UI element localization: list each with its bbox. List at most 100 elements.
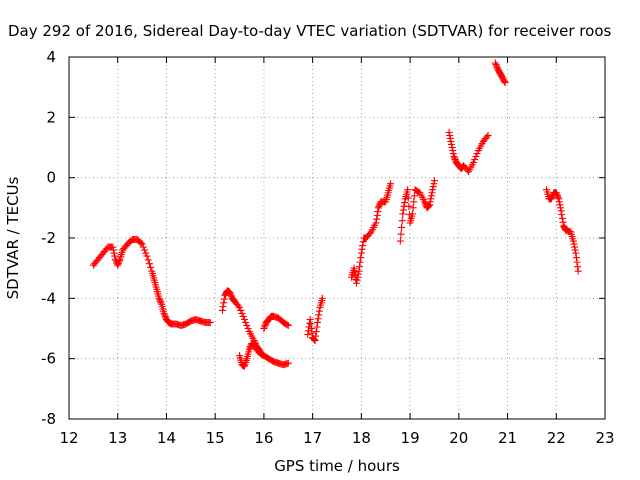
data-point	[404, 186, 412, 194]
data-point	[156, 297, 164, 305]
data-point	[558, 214, 566, 222]
series-arc8	[445, 128, 492, 176]
data-point	[398, 223, 406, 231]
data-point	[553, 192, 561, 200]
data-point	[314, 315, 322, 323]
x-tick-label: 23	[595, 429, 614, 447]
data-point	[310, 336, 318, 344]
data-point	[284, 321, 292, 329]
data-point	[219, 303, 227, 311]
data-point	[206, 318, 214, 326]
data-point	[237, 306, 245, 314]
data-point	[143, 252, 151, 260]
data-point	[401, 199, 409, 207]
data-point	[404, 194, 412, 202]
data-point	[356, 263, 364, 271]
data-point	[284, 359, 292, 367]
data-point	[410, 198, 418, 206]
data-point	[111, 252, 119, 260]
data-point	[372, 219, 380, 227]
data-point	[161, 312, 169, 320]
data-point	[114, 260, 122, 268]
data-point	[283, 321, 291, 329]
data-point	[397, 230, 405, 238]
data-point	[138, 240, 146, 248]
data-point	[160, 309, 168, 317]
x-tick-label: 19	[401, 429, 420, 447]
series-arc1	[89, 236, 214, 329]
data-point	[314, 318, 322, 326]
data-point	[156, 296, 164, 304]
series-arc3	[260, 312, 292, 332]
data-point	[570, 240, 578, 248]
data-point	[376, 199, 384, 207]
data-point	[109, 246, 117, 254]
data-point	[308, 329, 316, 337]
series-arc10	[543, 186, 582, 275]
data-point	[427, 192, 435, 200]
series-arc4	[236, 340, 292, 370]
data-point	[353, 276, 361, 284]
data-point	[399, 206, 407, 214]
data-point	[484, 131, 492, 139]
data-point	[424, 202, 432, 210]
data-point	[356, 258, 364, 266]
data-point	[451, 156, 459, 164]
data-point	[557, 207, 565, 215]
data-point	[398, 217, 406, 225]
data-point	[307, 320, 315, 328]
data-point	[409, 204, 417, 212]
data-point	[450, 153, 458, 161]
data-point	[226, 288, 234, 296]
data-point	[548, 193, 556, 201]
data-point	[218, 306, 226, 314]
data-point	[145, 260, 153, 268]
data-point	[428, 189, 436, 197]
data-point	[451, 154, 459, 162]
data-point	[358, 245, 366, 253]
data-point	[115, 258, 123, 266]
data-point	[429, 183, 437, 191]
data-point	[473, 150, 481, 158]
data-point	[471, 156, 479, 164]
data-point	[139, 243, 147, 251]
data-point	[399, 210, 407, 218]
data-point	[446, 134, 454, 142]
data-point	[483, 133, 491, 141]
data-point	[260, 325, 268, 332]
data-point	[547, 195, 555, 203]
data-point	[373, 215, 381, 223]
data-point	[240, 315, 248, 323]
data-point	[312, 332, 320, 340]
data-point	[574, 267, 582, 275]
data-point	[304, 331, 312, 339]
y-tick-label: -2	[41, 229, 56, 247]
x-tick-label: 15	[206, 429, 225, 447]
data-point	[161, 311, 169, 319]
data-point	[375, 202, 383, 210]
data-point	[446, 131, 454, 139]
data-point	[351, 268, 359, 276]
data-point	[312, 328, 320, 336]
data-point	[430, 180, 438, 188]
data-point	[313, 323, 321, 331]
data-point	[318, 294, 326, 302]
data-point	[558, 211, 566, 219]
data-point	[448, 140, 456, 148]
y-tick-label: 2	[46, 108, 56, 126]
data-point	[239, 312, 247, 320]
data-point	[409, 210, 417, 218]
x-tick-label: 17	[303, 429, 322, 447]
data-point	[359, 242, 367, 250]
y-tick-label: 0	[46, 169, 56, 187]
data-point	[355, 267, 363, 275]
data-point	[421, 199, 429, 207]
data-point	[448, 144, 456, 151]
data-point	[429, 186, 437, 194]
data-point	[501, 78, 508, 86]
data-point	[387, 180, 395, 188]
data-point	[357, 254, 365, 262]
data-point	[552, 189, 560, 197]
x-tick-label: 14	[157, 429, 176, 447]
